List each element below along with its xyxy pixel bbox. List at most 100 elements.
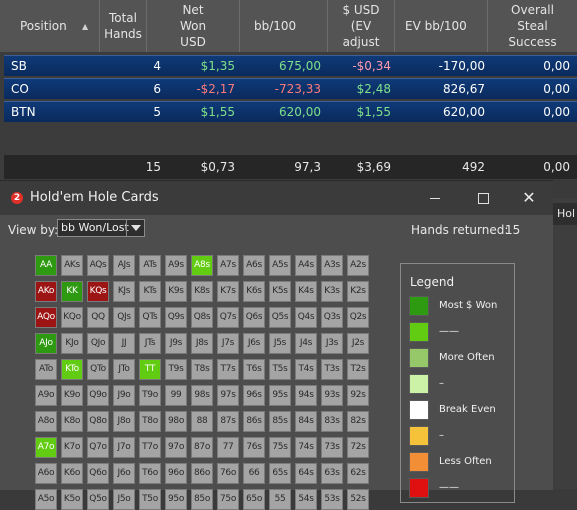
hand-cell-q8o[interactable]: Q8o <box>87 411 109 432</box>
hand-cell-t6s[interactable]: T6s <box>243 359 265 380</box>
hand-cell-a4s[interactable]: A4s <box>295 255 317 276</box>
hand-cell-aks[interactable]: AKs <box>61 255 83 276</box>
hand-cell-jto[interactable]: JTo <box>113 359 135 380</box>
hand-cell-t8o[interactable]: T8o <box>139 411 161 432</box>
hand-cell-q3s[interactable]: Q3s <box>321 307 343 328</box>
hand-cell-q2s[interactable]: Q2s <box>347 307 369 328</box>
hand-cell-k7s[interactable]: K7s <box>217 281 239 302</box>
hand-cell-k8o[interactable]: K8o <box>61 411 83 432</box>
hand-cell-a5s[interactable]: A5s <box>269 255 291 276</box>
hand-cell-t3s[interactable]: T3s <box>321 359 343 380</box>
hand-cell-94s[interactable]: 94s <box>295 385 317 406</box>
hand-cell-t7s[interactable]: T7s <box>217 359 239 380</box>
hand-cell-j8o[interactable]: J8o <box>113 411 135 432</box>
hand-cell-q6s[interactable]: Q6s <box>243 307 265 328</box>
hand-cell-aqs[interactable]: AQs <box>87 255 109 276</box>
hand-cell-95s[interactable]: 95s <box>269 385 291 406</box>
hand-cell-86o[interactable]: 86o <box>191 463 213 484</box>
hand-cell-jts[interactable]: JTs <box>139 333 161 354</box>
hand-cell-q7s[interactable]: Q7s <box>217 307 239 328</box>
hand-cell-83s[interactable]: 83s <box>321 411 343 432</box>
hand-cell-88[interactable]: 88 <box>191 411 213 432</box>
hand-cell-73s[interactable]: 73s <box>321 437 343 458</box>
col-ev-bb100[interactable]: EV bb/100 <box>395 0 488 52</box>
hand-cell-a2s[interactable]: A2s <box>347 255 369 276</box>
hand-cell-t9o[interactable]: T9o <box>139 385 161 406</box>
view-by-dropdown[interactable]: bb Won/Lost <box>57 219 145 237</box>
hand-cell-63s[interactable]: 63s <box>321 463 343 484</box>
hand-cell-k4s[interactable]: K4s <box>295 281 317 302</box>
hand-cell-j9o[interactable]: J9o <box>113 385 135 406</box>
hand-cell-kqs[interactable]: KQs <box>87 281 109 302</box>
maximize-button[interactable] <box>465 185 501 211</box>
hand-cell-93s[interactable]: 93s <box>321 385 343 406</box>
hand-cell-ats[interactable]: ATs <box>139 255 161 276</box>
hand-cell-ako[interactable]: AKo <box>35 281 57 302</box>
hand-cell-ato[interactable]: ATo <box>35 359 57 380</box>
col-steal-success[interactable]: Overall Steal Success <box>508 3 557 49</box>
hand-cell-j3s[interactable]: J3s <box>321 333 343 354</box>
close-button[interactable]: ✕ <box>511 185 547 211</box>
hand-cell-k9o[interactable]: K9o <box>61 385 83 406</box>
hand-cell-t5s[interactable]: T5s <box>269 359 291 380</box>
hand-cell-a5o[interactable]: A5o <box>35 489 57 510</box>
hand-cell-tt[interactable]: TT <box>139 359 161 380</box>
hand-cell-a3s[interactable]: A3s <box>321 255 343 276</box>
hand-cell-kqo[interactable]: KQo <box>61 307 83 328</box>
hand-cell-a7o[interactable]: A7o <box>35 437 57 458</box>
table-row[interactable]: CO 6 -$2,17 -723,33 $2,48 826,67 0,00 <box>4 78 577 99</box>
hand-cell-72s[interactable]: 72s <box>347 437 369 458</box>
hand-cell-t6o[interactable]: T6o <box>139 463 161 484</box>
hand-cell-q4s[interactable]: Q4s <box>295 307 317 328</box>
hand-cell-kk[interactable]: KK <box>61 281 83 302</box>
hand-cell-q9o[interactable]: Q9o <box>87 385 109 406</box>
hand-cell-62s[interactable]: 62s <box>347 463 369 484</box>
hand-cell-qq[interactable]: QQ <box>87 307 109 328</box>
hand-cell-74s[interactable]: 74s <box>295 437 317 458</box>
hand-cell-75s[interactable]: 75s <box>269 437 291 458</box>
background-window-tab[interactable]: Hol <box>553 203 577 225</box>
hand-cell-q9s[interactable]: Q9s <box>165 307 187 328</box>
hand-cell-66[interactable]: 66 <box>243 463 265 484</box>
hand-cell-j8s[interactable]: J8s <box>191 333 213 354</box>
hand-cell-76o[interactable]: 76o <box>217 463 239 484</box>
hand-cell-64s[interactable]: 64s <box>295 463 317 484</box>
hand-cell-t5o[interactable]: T5o <box>139 489 161 510</box>
hand-cell-t2s[interactable]: T2s <box>347 359 369 380</box>
hand-cell-j5o[interactable]: J5o <box>113 489 135 510</box>
hand-cell-65o[interactable]: 65o <box>243 489 265 510</box>
hand-cell-j5s[interactable]: J5s <box>269 333 291 354</box>
hand-cell-ajs[interactable]: AJs <box>113 255 135 276</box>
hand-cell-q7o[interactable]: Q7o <box>87 437 109 458</box>
title-bar[interactable]: 2 Hold'em Hole Cards ✕ <box>0 181 553 215</box>
hand-cell-j7o[interactable]: J7o <box>113 437 135 458</box>
hand-cell-t8s[interactable]: T8s <box>191 359 213 380</box>
minimize-button[interactable] <box>417 185 453 211</box>
hand-cell-j4s[interactable]: J4s <box>295 333 317 354</box>
hand-cell-q5s[interactable]: Q5s <box>269 307 291 328</box>
hand-cell-t4s[interactable]: T4s <box>295 359 317 380</box>
hand-cell-85s[interactable]: 85s <box>269 411 291 432</box>
hand-cell-j2s[interactable]: J2s <box>347 333 369 354</box>
hand-cell-65s[interactable]: 65s <box>269 463 291 484</box>
hand-cell-t9s[interactable]: T9s <box>165 359 187 380</box>
hand-cell-99[interactable]: 99 <box>165 385 187 406</box>
hand-cell-q6o[interactable]: Q6o <box>87 463 109 484</box>
hand-cell-a7s[interactable]: A7s <box>217 255 239 276</box>
hand-cell-q5o[interactable]: Q5o <box>87 489 109 510</box>
hand-cell-87s[interactable]: 87s <box>217 411 239 432</box>
hand-cell-k6o[interactable]: K6o <box>61 463 83 484</box>
hand-cell-j9s[interactable]: J9s <box>165 333 187 354</box>
hand-cell-55[interactable]: 55 <box>269 489 291 510</box>
hand-cell-53s[interactable]: 53s <box>321 489 343 510</box>
hand-cell-qjo[interactable]: QJo <box>87 333 109 354</box>
hand-cell-kjo[interactable]: KJo <box>61 333 83 354</box>
hand-cell-76s[interactable]: 76s <box>243 437 265 458</box>
hand-cell-t7o[interactable]: T7o <box>139 437 161 458</box>
hand-cell-a6o[interactable]: A6o <box>35 463 57 484</box>
hand-cell-k8s[interactable]: K8s <box>191 281 213 302</box>
table-row[interactable]: SB 4 $1,35 675,00 -$0,34 -170,00 0,00 <box>4 55 577 76</box>
hand-cell-kts[interactable]: KTs <box>139 281 161 302</box>
hand-cell-a6s[interactable]: A6s <box>243 255 265 276</box>
hand-cell-aqo[interactable]: AQo <box>35 307 57 328</box>
